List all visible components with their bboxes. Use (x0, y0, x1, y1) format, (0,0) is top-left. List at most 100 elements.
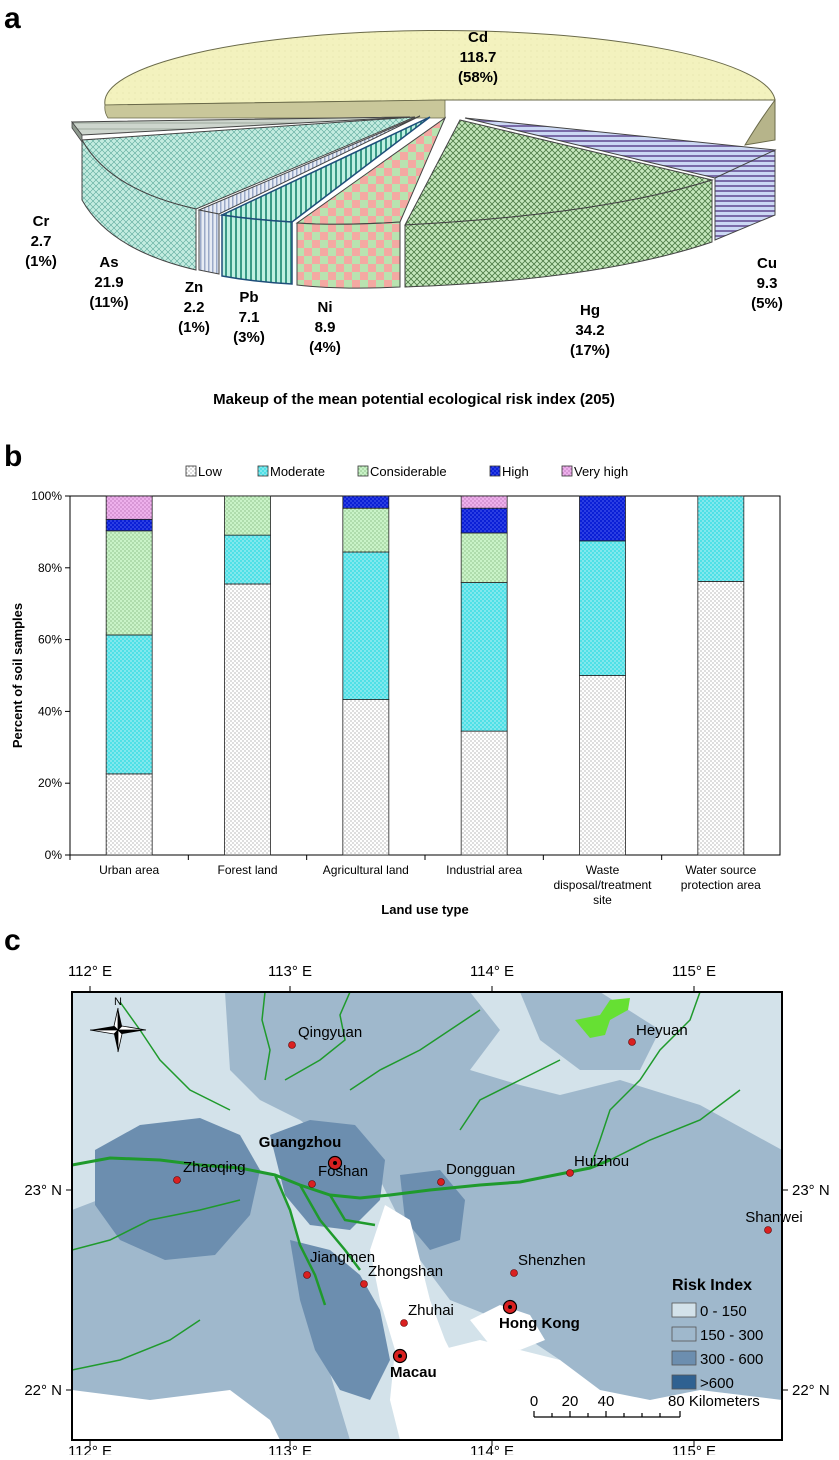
lon-label-top: 112° E (68, 963, 112, 980)
label-cd-name: Cd (468, 29, 488, 46)
label-hg-name: Hg (580, 302, 600, 319)
label-as-percent: (11%) (89, 294, 128, 311)
bar-segment (579, 540, 626, 676)
city-marker-center (398, 1354, 402, 1358)
map-area (72, 992, 782, 1440)
legend-label: Moderate (270, 464, 325, 479)
pie-slice-cr-side (71, 120, 83, 144)
city-label: Guangzhou (259, 1134, 342, 1151)
x-tick-label: Water source (685, 863, 756, 877)
scale-label-0: 0 (530, 1393, 538, 1410)
water-west-coast (72, 1390, 280, 1440)
pie-slice-cd-side (744, 98, 776, 146)
rivers (72, 992, 741, 1371)
x-tick-label: Forest land (217, 863, 277, 877)
panel-letter-a: a (4, 2, 21, 35)
legend-title: Risk Index (672, 1277, 752, 1294)
lon-label-bottom: 112° E (68, 1443, 112, 1455)
bar-segment (342, 551, 390, 700)
y-axis-label: Percent of soil samples (10, 603, 25, 748)
city-marker (360, 1280, 368, 1288)
city-label: Zhaoqing (183, 1159, 246, 1176)
label-as-value: 21.9 (94, 274, 123, 291)
city-label: Macau (390, 1364, 437, 1381)
label-pb-percent: (3%) (233, 329, 265, 346)
x-tick-label: protection area (681, 878, 761, 892)
label-cr-percent: (1%) (25, 253, 57, 270)
scale-label-80: 80 Kilometers (668, 1393, 760, 1410)
lat-label-right: 22° N (792, 1382, 830, 1399)
city-label: Qingyuan (298, 1024, 362, 1041)
plot-frame (69, 495, 781, 856)
label-zn-value: 2.2 (184, 299, 205, 316)
legend-swatch (671, 1302, 697, 1318)
bar-segment (697, 495, 745, 582)
city-marker (764, 1226, 772, 1234)
city-marker (510, 1269, 518, 1277)
city-label: Foshan (318, 1163, 368, 1180)
x-tick-label: Waste (586, 863, 620, 877)
x-tick-label: Industrial area (446, 863, 522, 877)
lon-label-top: 113° E (268, 963, 312, 980)
city-marker (308, 1180, 316, 1188)
pie-slice-cd-top (104, 29, 776, 106)
water-pearl-river-estuary (370, 1205, 500, 1440)
bar-segment (460, 507, 508, 534)
bar-segment (342, 495, 390, 509)
label-as-name: As (99, 254, 118, 271)
bar-segment (579, 495, 626, 542)
legend-label: Low (198, 464, 222, 479)
north-label: N (114, 996, 122, 1008)
label-zn-percent: (1%) (178, 319, 210, 336)
label-ni-name: Ni (318, 299, 333, 316)
bar-segment (224, 495, 271, 536)
label-hg-value: 34.2 (575, 322, 604, 339)
lat-label-left: 22° N (24, 1382, 62, 1399)
bar-segment (342, 507, 390, 553)
legend-swatch (671, 1350, 697, 1366)
x-axis-label: Land use type (381, 902, 468, 917)
label-cu-value: 9.3 (757, 275, 778, 292)
city-marker (437, 1178, 445, 1186)
legend-swatch (561, 465, 573, 477)
city-markers: Qingyuan Heyuan Guangzhou Zhaoqing Foshan Don… (173, 1022, 803, 1381)
lon-label-bottom: 115° E (672, 1443, 716, 1455)
pie-slice-cu-side (714, 149, 776, 241)
city-label: Zhuhai (408, 1302, 454, 1319)
city-label: Shanwei (745, 1209, 803, 1226)
lat-label-right: 23° N (792, 1182, 830, 1199)
pie-chart: a Cd 118.7 (58%) Cu 9.3 (4, 2, 783, 408)
legend-label: High (502, 464, 529, 479)
y-tick-label: 80% (38, 561, 62, 575)
x-tick-label: Agricultural land (323, 863, 409, 877)
label-cr-value: 2.7 (31, 233, 52, 250)
panel-c: c (0, 920, 839, 1460)
city-marker (566, 1169, 574, 1177)
lon-label-top: 115° E (672, 963, 716, 980)
label-pb-name: Pb (239, 289, 258, 306)
pie-slice-hg-side (404, 179, 713, 288)
label-cr-name: Cr (33, 213, 50, 230)
bar-segment (460, 730, 508, 856)
legend-swatch (257, 465, 269, 477)
legend-class-label: 300 - 600 (700, 1351, 763, 1368)
city-label: Jiangmen (310, 1249, 375, 1266)
north-arrow-icon: N (89, 996, 147, 1053)
city-label: Shenzhen (518, 1252, 586, 1269)
y-tick-label: 60% (38, 633, 62, 647)
pie-slice-ni-side (296, 221, 401, 289)
panel-letter-c: c (4, 924, 21, 957)
region-150-300 (225, 992, 782, 1440)
city-marker (173, 1176, 181, 1184)
bar-segment (105, 495, 153, 520)
region-300-600-dongguan (400, 1170, 465, 1250)
label-pb-value: 7.1 (239, 309, 260, 326)
legend-label: Very high (574, 464, 628, 479)
panel-b: b Low Moderate Considerable High Very high 0… (0, 438, 839, 925)
water-sea (440, 1340, 782, 1440)
lon-label-bottom: 113° E (268, 1443, 312, 1455)
bar-segment (460, 495, 508, 509)
lon-label-top: 114° E (470, 963, 514, 980)
pie-slice-as-side (81, 138, 197, 271)
lat-label-left: 23° N (24, 1182, 62, 1199)
